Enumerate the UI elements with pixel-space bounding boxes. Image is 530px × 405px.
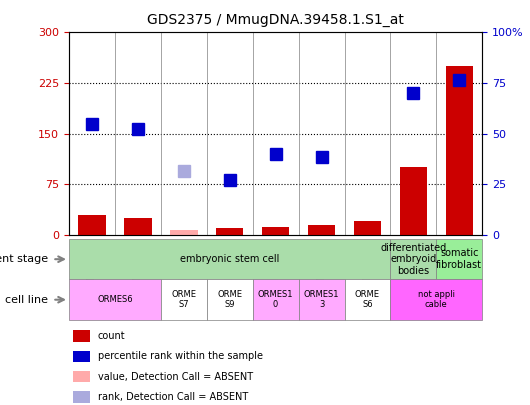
FancyBboxPatch shape: [207, 279, 253, 320]
Bar: [308, 225, 335, 235]
Text: value, Detection Call = ABSENT: value, Detection Call = ABSENT: [98, 372, 253, 382]
Bar: [73, 351, 90, 362]
Bar: [73, 371, 90, 382]
Text: rank, Detection Call = ABSENT: rank, Detection Call = ABSENT: [98, 392, 248, 402]
FancyBboxPatch shape: [69, 239, 391, 279]
Text: somatic
fibroblast: somatic fibroblast: [436, 248, 482, 270]
Bar: [262, 227, 289, 235]
FancyBboxPatch shape: [436, 239, 482, 279]
FancyBboxPatch shape: [161, 279, 207, 320]
Bar: [446, 66, 473, 235]
Text: cell line: cell line: [5, 295, 48, 305]
Text: ORMES1
3: ORMES1 3: [304, 290, 339, 309]
FancyBboxPatch shape: [253, 279, 298, 320]
FancyBboxPatch shape: [298, 279, 344, 320]
FancyBboxPatch shape: [344, 279, 391, 320]
Bar: [124, 218, 152, 235]
Bar: [73, 330, 90, 342]
Text: count: count: [98, 331, 126, 341]
Text: percentile rank within the sample: percentile rank within the sample: [98, 352, 263, 361]
Text: ORME
S7: ORME S7: [171, 290, 196, 309]
Text: not appli
cable: not appli cable: [418, 290, 455, 309]
Bar: [400, 167, 427, 235]
Text: ORMES6: ORMES6: [97, 295, 132, 304]
Bar: [354, 222, 381, 235]
Text: ORME
S6: ORME S6: [355, 290, 380, 309]
Bar: [78, 215, 105, 235]
FancyBboxPatch shape: [391, 279, 482, 320]
Text: development stage: development stage: [0, 254, 48, 264]
Bar: [170, 230, 198, 235]
Text: differentiated
embryoid
bodies: differentiated embryoid bodies: [380, 243, 446, 276]
Title: GDS2375 / MmugDNA.39458.1.S1_at: GDS2375 / MmugDNA.39458.1.S1_at: [147, 13, 404, 27]
Bar: [216, 228, 243, 235]
Text: embryonic stem cell: embryonic stem cell: [180, 254, 279, 264]
Text: ORMES1
0: ORMES1 0: [258, 290, 293, 309]
Bar: [73, 391, 90, 403]
FancyBboxPatch shape: [391, 239, 436, 279]
Text: ORME
S9: ORME S9: [217, 290, 242, 309]
FancyBboxPatch shape: [69, 279, 161, 320]
